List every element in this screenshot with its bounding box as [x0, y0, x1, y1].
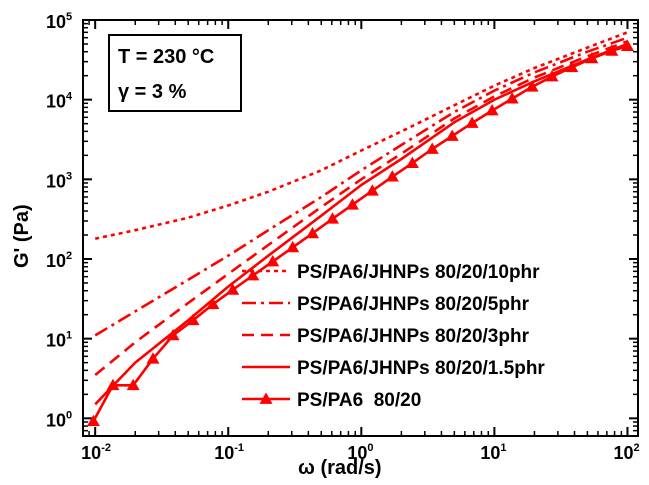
- temperature-annotation: T = 230 °C: [118, 46, 214, 68]
- condition-annotation: T = 230 °C γ = 3 %: [108, 34, 242, 112]
- y-tick-label: 102: [46, 250, 72, 271]
- legend-item: PS/PA6/JHNPs 80/20/3phr: [242, 326, 530, 347]
- y-tick-label: 100: [46, 409, 72, 430]
- condition-annotation-box: [108, 34, 242, 112]
- data-point-triangle: [585, 51, 599, 64]
- legend-item: PS/PA6/JHNPs 80/20/10phr: [242, 262, 540, 283]
- data-point-triangle: [425, 142, 439, 154]
- data-point-triangle: [545, 70, 559, 82]
- data-point-triangle: [405, 156, 419, 168]
- data-point-triangle: [166, 328, 180, 341]
- series-line: [94, 36, 628, 337]
- data-point-triangle: [345, 198, 359, 210]
- data-point-triangle: [246, 269, 260, 281]
- legend-label: PS/PA6/JHNPs 80/20/1.5phr: [297, 358, 545, 379]
- data-point-triangle: [266, 255, 280, 267]
- y-tick-label: 104: [46, 91, 73, 112]
- series-layer: [86, 31, 634, 427]
- x-tick-label: 10-1: [214, 442, 244, 463]
- data-point-triangle: [465, 116, 479, 128]
- data-point-triangle: [126, 378, 140, 391]
- data-point-triangle: [620, 39, 634, 51]
- data-point-triangle: [565, 60, 579, 73]
- data-point-triangle: [505, 92, 519, 104]
- data-point-triangle: [226, 283, 240, 295]
- data-point-triangle: [325, 212, 339, 224]
- data-point-triangle: [385, 170, 399, 182]
- x-axis-label: ω (rad/s): [298, 457, 382, 479]
- legend-item: PS/PA6/JHNPs 80/20/5phr: [242, 294, 530, 315]
- data-point-triangle: [286, 240, 300, 253]
- data-point-triangle: [485, 104, 499, 116]
- x-tick-label: 101: [480, 442, 506, 463]
- legend: PS/PA6/JHNPs 80/20/10phr PS/PA6/JHNPs 80/…: [242, 262, 545, 411]
- data-point-triangle: [86, 414, 100, 427]
- y-axis-label: G' (Pa): [11, 204, 33, 268]
- data-point-triangle: [525, 80, 539, 92]
- series-line: [92, 44, 628, 422]
- data-point-triangle: [445, 129, 459, 141]
- y-tick-label: 103: [46, 170, 72, 191]
- series-1: [94, 31, 628, 240]
- y-tick-label: 105: [46, 11, 72, 32]
- series-4: [94, 42, 628, 406]
- legend-item: PS/PA6/JHNPs 80/20/1.5phr: [242, 358, 545, 379]
- data-point-triangle: [106, 378, 120, 391]
- series-2: [94, 36, 628, 337]
- series-line: [94, 40, 628, 377]
- data-point-triangle: [206, 297, 220, 310]
- data-point-triangle: [306, 226, 320, 239]
- x-tick-label: 102: [613, 442, 639, 463]
- series-line: [94, 31, 628, 240]
- legend-item: PS/PA6 80/20: [242, 390, 421, 411]
- data-point-triangle: [186, 313, 200, 326]
- series-5: [86, 39, 634, 427]
- y-tick-label: 101: [46, 330, 72, 351]
- legend-marker-triangle: [259, 392, 273, 404]
- x-tick-label: 10-2: [81, 442, 111, 463]
- legend-label: PS/PA6/JHNPs 80/20/3phr: [297, 326, 530, 347]
- x-tick-label: 100: [347, 442, 373, 463]
- legend-label: PS/PA6/JHNPs 80/20/10phr: [297, 262, 540, 283]
- series-3: [94, 40, 628, 377]
- data-point-triangle: [146, 352, 160, 364]
- legend-label: PS/PA6 80/20: [297, 390, 421, 411]
- y-axis-ticks: 100 101 102 103 104 105: [46, 11, 638, 437]
- legend-label: PS/PA6/JHNPs 80/20/5phr: [297, 294, 530, 315]
- data-point-triangle: [605, 44, 619, 56]
- series-line: [94, 42, 628, 406]
- x-axis-ticks: 10-2 10-1 100 101 102: [81, 20, 640, 463]
- strain-annotation: γ = 3 %: [118, 81, 187, 103]
- data-point-triangle: [365, 184, 379, 196]
